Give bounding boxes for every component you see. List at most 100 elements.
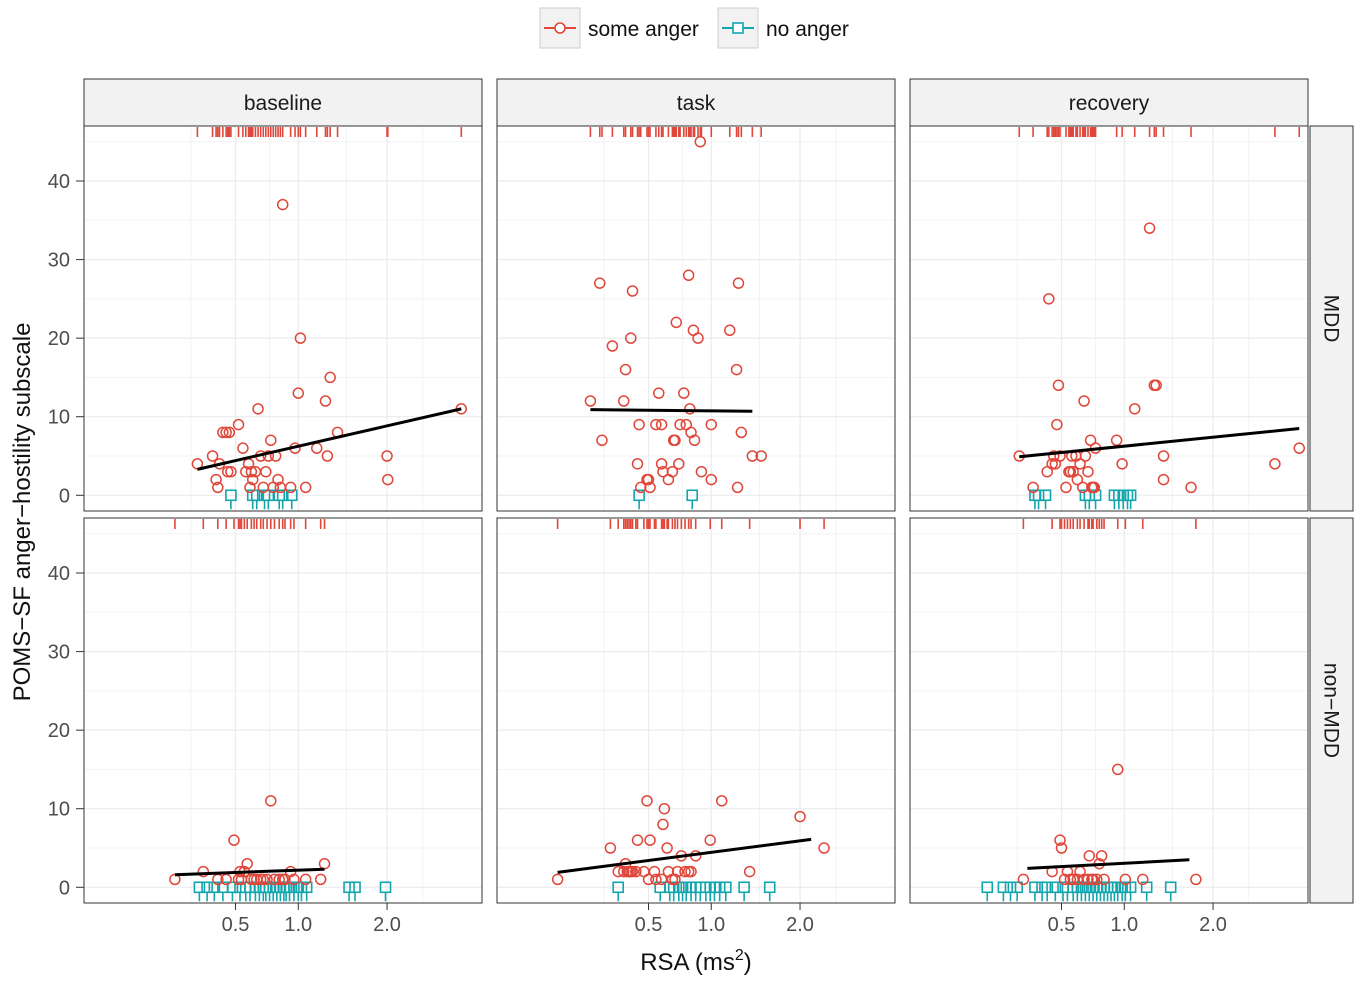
some-anger-point	[1051, 418, 1063, 431]
x-tick-label: 2.0	[786, 914, 814, 936]
some-anger-point	[695, 465, 708, 478]
no-anger-point	[1029, 881, 1041, 894]
panel-task-non-mdd	[496, 517, 896, 904]
some-anger-point	[288, 873, 300, 886]
some-anger-point	[818, 842, 830, 854]
some-anger-point	[657, 818, 669, 831]
x-tick-label: 0.5	[1048, 914, 1076, 936]
legend: some anger no anger	[539, 7, 849, 49]
some-anger-point	[794, 810, 806, 823]
panel-border	[496, 517, 896, 904]
some-anger-point	[1055, 842, 1068, 854]
some-anger-point	[232, 418, 245, 431]
x-axis-title: RSA (ms2)	[640, 947, 752, 976]
x-axis-title-main: RSA (ms	[640, 949, 735, 976]
y-tick-label: 30	[48, 250, 70, 272]
some-anger-point	[606, 340, 619, 352]
no-anger-point	[225, 489, 237, 502]
some-anger-point	[276, 198, 289, 211]
some-anger-point	[743, 865, 756, 878]
column-strip-label: recovery	[1069, 92, 1150, 115]
some-anger-point	[1143, 222, 1156, 234]
no-anger-point	[193, 881, 206, 894]
legend-label-some-anger: some anger	[588, 18, 699, 41]
no-anger-point	[719, 881, 732, 894]
no-anger-point	[349, 881, 361, 894]
some-anger-point	[1027, 481, 1039, 494]
some-anger-point	[237, 442, 249, 454]
some-anger-point	[1054, 834, 1066, 846]
some-anger-point	[1116, 458, 1128, 470]
some-anger-point	[1087, 873, 1099, 886]
no-anger-point	[981, 881, 994, 894]
some-anger-point	[625, 332, 637, 344]
some-anger-point	[685, 865, 697, 878]
fit-line	[1027, 858, 1190, 870]
no-anger-point	[201, 881, 213, 894]
some-anger-point	[225, 465, 237, 478]
some-anger-point	[653, 387, 665, 399]
some-anger-point	[1082, 465, 1094, 478]
some-anger-point	[1074, 458, 1086, 470]
x-tick-label: 2.0	[1199, 914, 1227, 936]
y-tick-label: 40	[48, 171, 70, 193]
panel-border	[83, 125, 483, 512]
some-anger-point	[658, 802, 671, 815]
no-anger-point	[1124, 489, 1137, 502]
some-anger-point	[220, 426, 232, 439]
some-anger-point	[292, 387, 305, 399]
fit-line	[1019, 427, 1300, 459]
some-anger-point	[246, 473, 259, 486]
some-anger-point	[584, 395, 597, 407]
some-anger-point	[1058, 873, 1071, 886]
some-anger-point	[669, 434, 681, 447]
panel-border	[83, 517, 483, 904]
some-anger-point	[260, 465, 272, 478]
x-tick-label: 1.0	[697, 914, 725, 936]
some-anger-point	[1083, 850, 1096, 862]
some-anger-point	[755, 450, 767, 462]
no-anger-point	[1049, 881, 1062, 894]
some-anger-point	[1150, 379, 1162, 392]
panel-baseline-mdd	[83, 125, 483, 512]
some-anger-point	[704, 834, 716, 846]
y-tick-label: 40	[48, 563, 70, 585]
some-anger-point	[626, 285, 639, 297]
some-anger-point	[265, 795, 277, 807]
some-anger-point	[220, 873, 232, 886]
no-anger-point	[1124, 881, 1137, 894]
x-tick-label: 2.0	[373, 914, 401, 936]
some-anger-point	[1043, 293, 1055, 305]
panel-background	[84, 126, 482, 511]
some-anger-point	[644, 834, 656, 846]
some-anger-point	[678, 387, 690, 399]
no-anger-point	[738, 881, 750, 894]
some-anger-point	[1128, 403, 1141, 415]
some-anger-point	[618, 865, 630, 878]
some-anger-point	[650, 873, 662, 886]
some-anger-point	[648, 865, 661, 878]
some-anger-point	[705, 473, 718, 486]
some-anger-point	[252, 403, 264, 415]
no-anger-point	[686, 489, 699, 502]
some-anger-point	[261, 873, 273, 886]
some-anger-point	[631, 458, 644, 470]
some-anger-point	[217, 426, 229, 439]
some-anger-point	[612, 865, 624, 878]
some-anger-point	[732, 277, 745, 289]
some-anger-point	[273, 873, 285, 886]
fit-line	[590, 408, 753, 413]
no-anger-point	[285, 489, 298, 502]
some-anger-point	[1091, 873, 1103, 886]
column-strip-task: task	[496, 78, 896, 127]
some-anger-point	[674, 418, 686, 431]
some-anger-point	[746, 450, 759, 462]
no-anger-point	[379, 881, 392, 894]
some-anger-point	[272, 473, 284, 486]
some-anger-point	[1067, 873, 1079, 886]
column-strip-recovery: recovery	[909, 78, 1309, 127]
some-anger-point	[221, 465, 234, 478]
y-tick-label: 20	[48, 720, 70, 742]
y-axis-title: POMS−SF anger−hostility subscale	[9, 323, 36, 702]
panel-baseline-non-mdd	[83, 517, 483, 904]
